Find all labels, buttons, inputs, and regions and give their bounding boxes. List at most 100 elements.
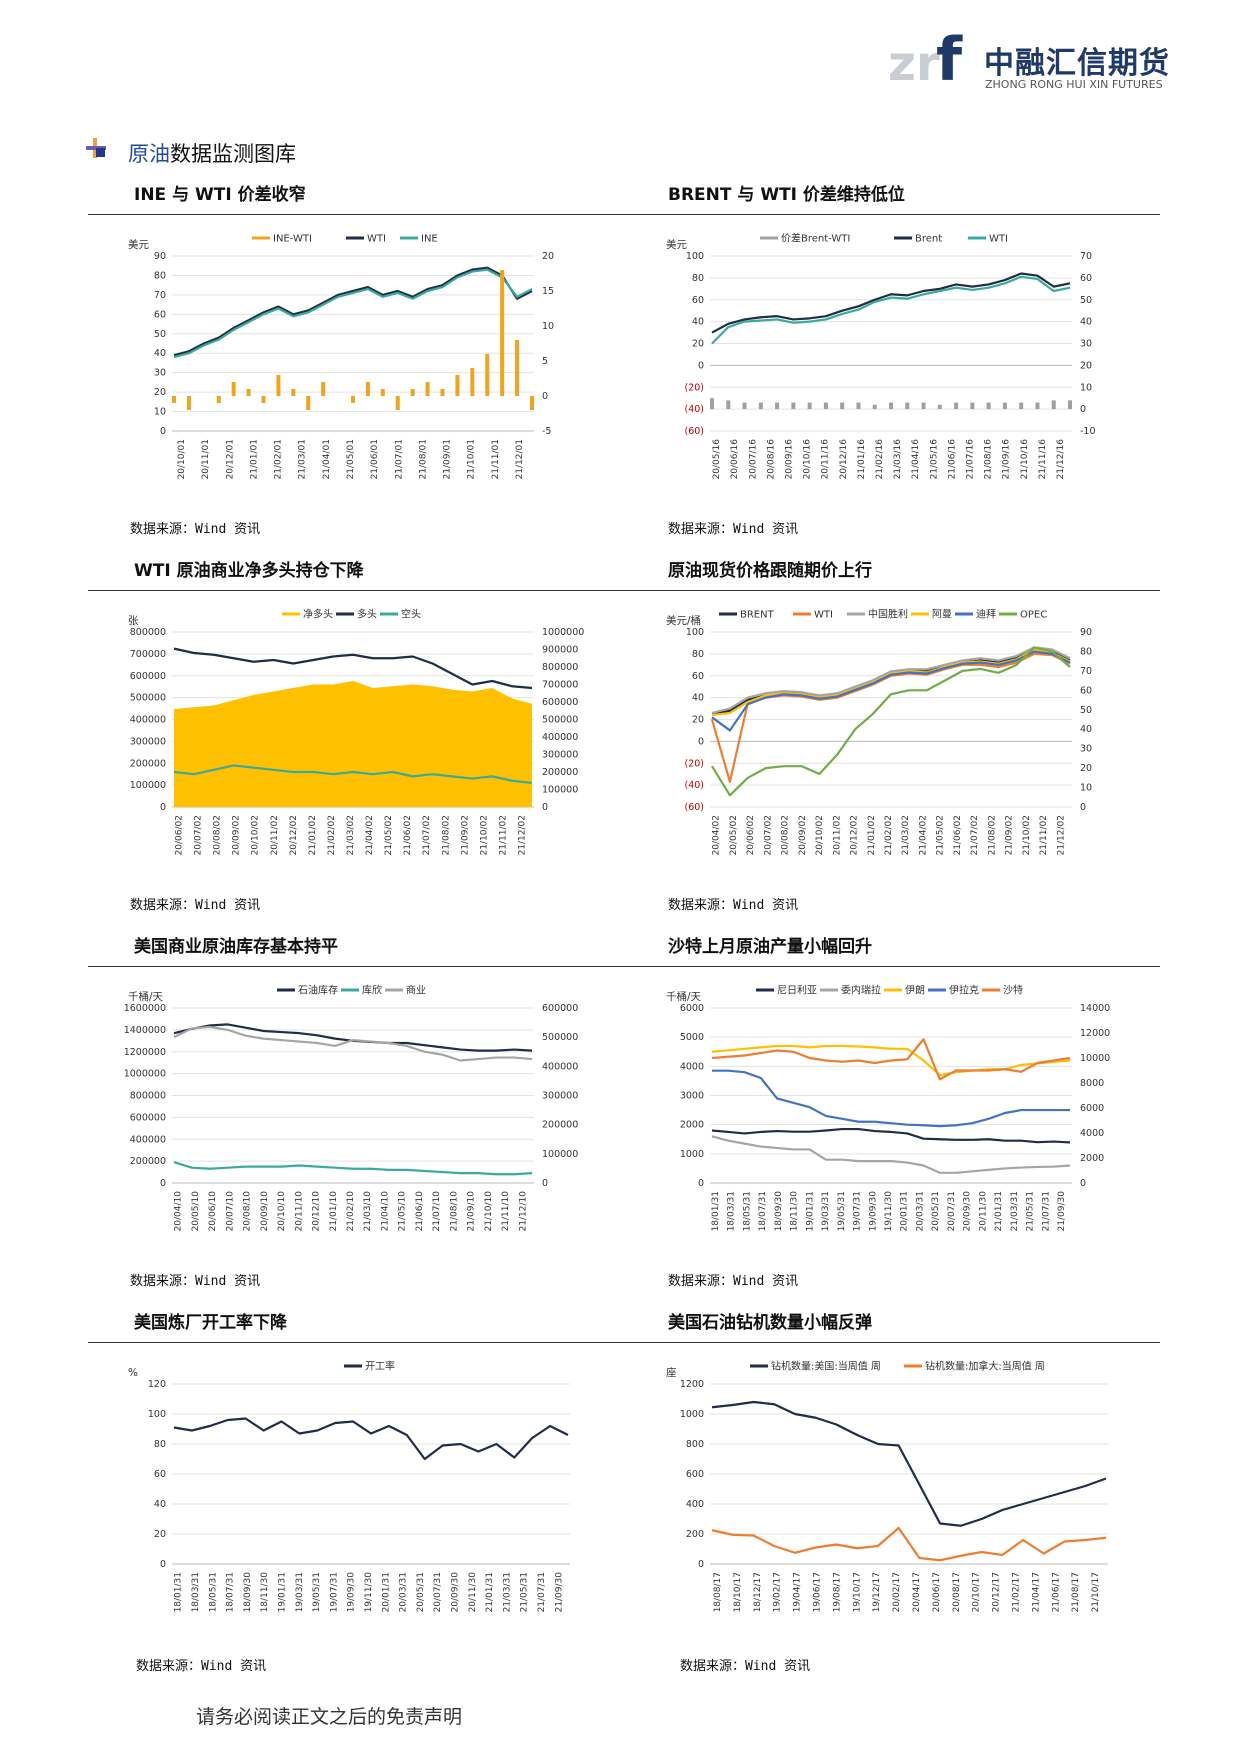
x-tick-label: 21/10/10 [484, 1191, 494, 1232]
legend-label: 伊朗 [905, 985, 925, 997]
x-tick-label: 20/07/31 [433, 1572, 443, 1612]
spread-bar [410, 389, 415, 396]
x-tick-label: 19/03/31 [821, 1191, 831, 1231]
y2-tick-label: 600000 [542, 697, 578, 708]
x-tick-label: 20/07/02 [194, 815, 204, 855]
y2-tick-label: 600000 [542, 1003, 578, 1014]
x-tick-label: 21/07/10 [432, 1191, 442, 1232]
x-tick-label: 18/11/30 [790, 1191, 800, 1232]
x-tick-label: 21/09/10 [467, 1191, 477, 1232]
y-tick-label: 0 [160, 1178, 166, 1189]
x-tick-label: 21/10/02 [479, 815, 489, 855]
company-logo: zr f 中融汇信期货 ZHONG RONG HUI XIN FUTURES [888, 28, 1178, 94]
x-tick-label: 21/07/01 [394, 439, 404, 479]
y2-tick-label: 500000 [542, 1032, 578, 1043]
y-axis-label: 张 [128, 615, 139, 627]
x-tick-label: 20/10/10 [277, 1191, 287, 1232]
y2-tick-label: 40 [1080, 317, 1092, 328]
x-tick-label: 19/03/31 [295, 1572, 305, 1612]
y2-tick-label: 14000 [1080, 1003, 1110, 1014]
chart-refinery-utilization: 0 20 40 60 80 100 120% 开工率 18/01/31 18/03/31 18/05… [128, 1360, 570, 1613]
legend-label: 库欣 [362, 984, 382, 997]
y-tick-label: 0 [698, 1559, 704, 1570]
x-tick-label: 18/10/17 [733, 1572, 743, 1612]
logo-letter-f: f [936, 28, 963, 94]
x-tick-label: 21/09/01 [443, 439, 453, 479]
x-tick-label: 21/01/31 [994, 1191, 1004, 1231]
y-tick-label: 60 [692, 671, 704, 682]
x-tick-label: 21/03/16 [893, 439, 903, 480]
x-tick-label: 20/07/31 [947, 1191, 957, 1231]
x-tick-label: 20/11/30 [468, 1572, 478, 1613]
y-tick-label: 40 [692, 317, 704, 328]
y-tick-label: (60) [684, 426, 704, 437]
y-axis-label: 美元/桶 [666, 614, 701, 627]
x-tick-label: 21/01/01 [249, 439, 259, 479]
legend-label: 多头 [357, 608, 377, 621]
x-tick-label: 21/11/02 [498, 815, 508, 855]
x-tick-label: 20/12/02 [289, 815, 299, 855]
y-tick-label: 200000 [130, 1156, 166, 1167]
x-tick-label: 20/05/31 [416, 1572, 426, 1612]
y-tick-label: 20 [154, 387, 166, 398]
x-tick-label: 19/05/31 [837, 1191, 847, 1231]
x-tick-label: 21/08/16 [984, 439, 994, 480]
x-tick-label: 20/07/10 [225, 1191, 235, 1232]
source-saudi-output: 数据来源：Wind 资讯 [668, 1274, 799, 1289]
legend-label: WTI [814, 610, 833, 621]
spread-bar [172, 396, 176, 403]
spread-bar [840, 402, 845, 410]
x-tick-label: 21/12/16 [1056, 439, 1066, 480]
x-tick-label: 18/01/31 [711, 1191, 721, 1231]
x-tick-label: 20/05/02 [729, 815, 739, 855]
x-tick-label: 21/04/16 [911, 439, 921, 480]
x-tick-label: 21/09/02 [1005, 815, 1015, 855]
y-tick-label: 600000 [130, 1112, 166, 1123]
x-tick-label: 21/02/02 [884, 815, 894, 855]
y-tick-label: 0 [160, 1559, 166, 1570]
y2-tick-label: 300000 [542, 750, 578, 761]
section-bullet-icon [86, 138, 106, 158]
x-tick-label: 20/08/17 [952, 1572, 962, 1612]
x-tick-label: 20/05/10 [191, 1191, 201, 1232]
x-tick-label: 21/08/17 [1071, 1572, 1081, 1612]
series-line-钻机数量:加拿大:当周值 周 [711, 1526, 1107, 1562]
spread-bar [1002, 402, 1007, 410]
y2-tick-label: 10 [1080, 783, 1092, 794]
y2-tick-label: 200000 [542, 1120, 578, 1131]
x-tick-label: 18/05/31 [208, 1572, 218, 1612]
x-tick-label: 21/11/02 [1039, 815, 1049, 855]
x-tick-label: 20/12/17 [992, 1572, 1002, 1612]
legend-label: 石油库存 [298, 984, 338, 997]
spread-bar [726, 400, 731, 410]
legend-label: 委内瑞拉 [841, 984, 881, 997]
x-tick-label: 20/04/02 [712, 815, 722, 855]
y-tick-label: 100 [148, 1409, 166, 1420]
x-tick-label: 21/09/30 [554, 1572, 564, 1613]
series-line-沙特 [711, 1038, 1071, 1081]
disclaimer-footer: 请务必阅读正文之后的免责声明 [196, 1706, 463, 1728]
spread-bar [321, 382, 326, 396]
spread-bar [856, 402, 861, 410]
y-tick-label: 80 [154, 270, 166, 281]
y-tick-label: (40) [684, 404, 704, 415]
spread-bar [500, 270, 505, 396]
chart-us-inventory: 0200000400000600000800000100000012000001… [124, 984, 579, 1232]
x-tick-label: 20/06/10 [208, 1191, 218, 1232]
legend-label: INE [421, 234, 438, 245]
y-tick-label: 20 [692, 715, 704, 726]
x-tick-label: 19/09/30 [347, 1572, 357, 1613]
chart-brent-wti-spread: (60) (40) (20) 0 20 40 60 80 100 -10 0 10 20 30 40 50 60… [666, 232, 1096, 480]
y-tick-label: 40 [154, 348, 166, 359]
y2-tick-label: 300000 [542, 1091, 578, 1102]
x-tick-label: 21/02/02 [327, 815, 337, 855]
x-tick-label: 20/11/10 [294, 1191, 304, 1232]
y-tick-label: 60 [154, 309, 166, 320]
x-tick-label: 21/03/02 [901, 815, 911, 855]
x-tick-label: 20/08/10 [243, 1191, 253, 1232]
x-tick-label: 21/12/02 [1056, 815, 1066, 855]
x-tick-label: 20/06/02 [175, 815, 185, 855]
x-tick-label: 21/12/10 [518, 1191, 528, 1232]
legend-label: WTI [367, 234, 386, 245]
y-tick-label: 0 [698, 736, 704, 747]
